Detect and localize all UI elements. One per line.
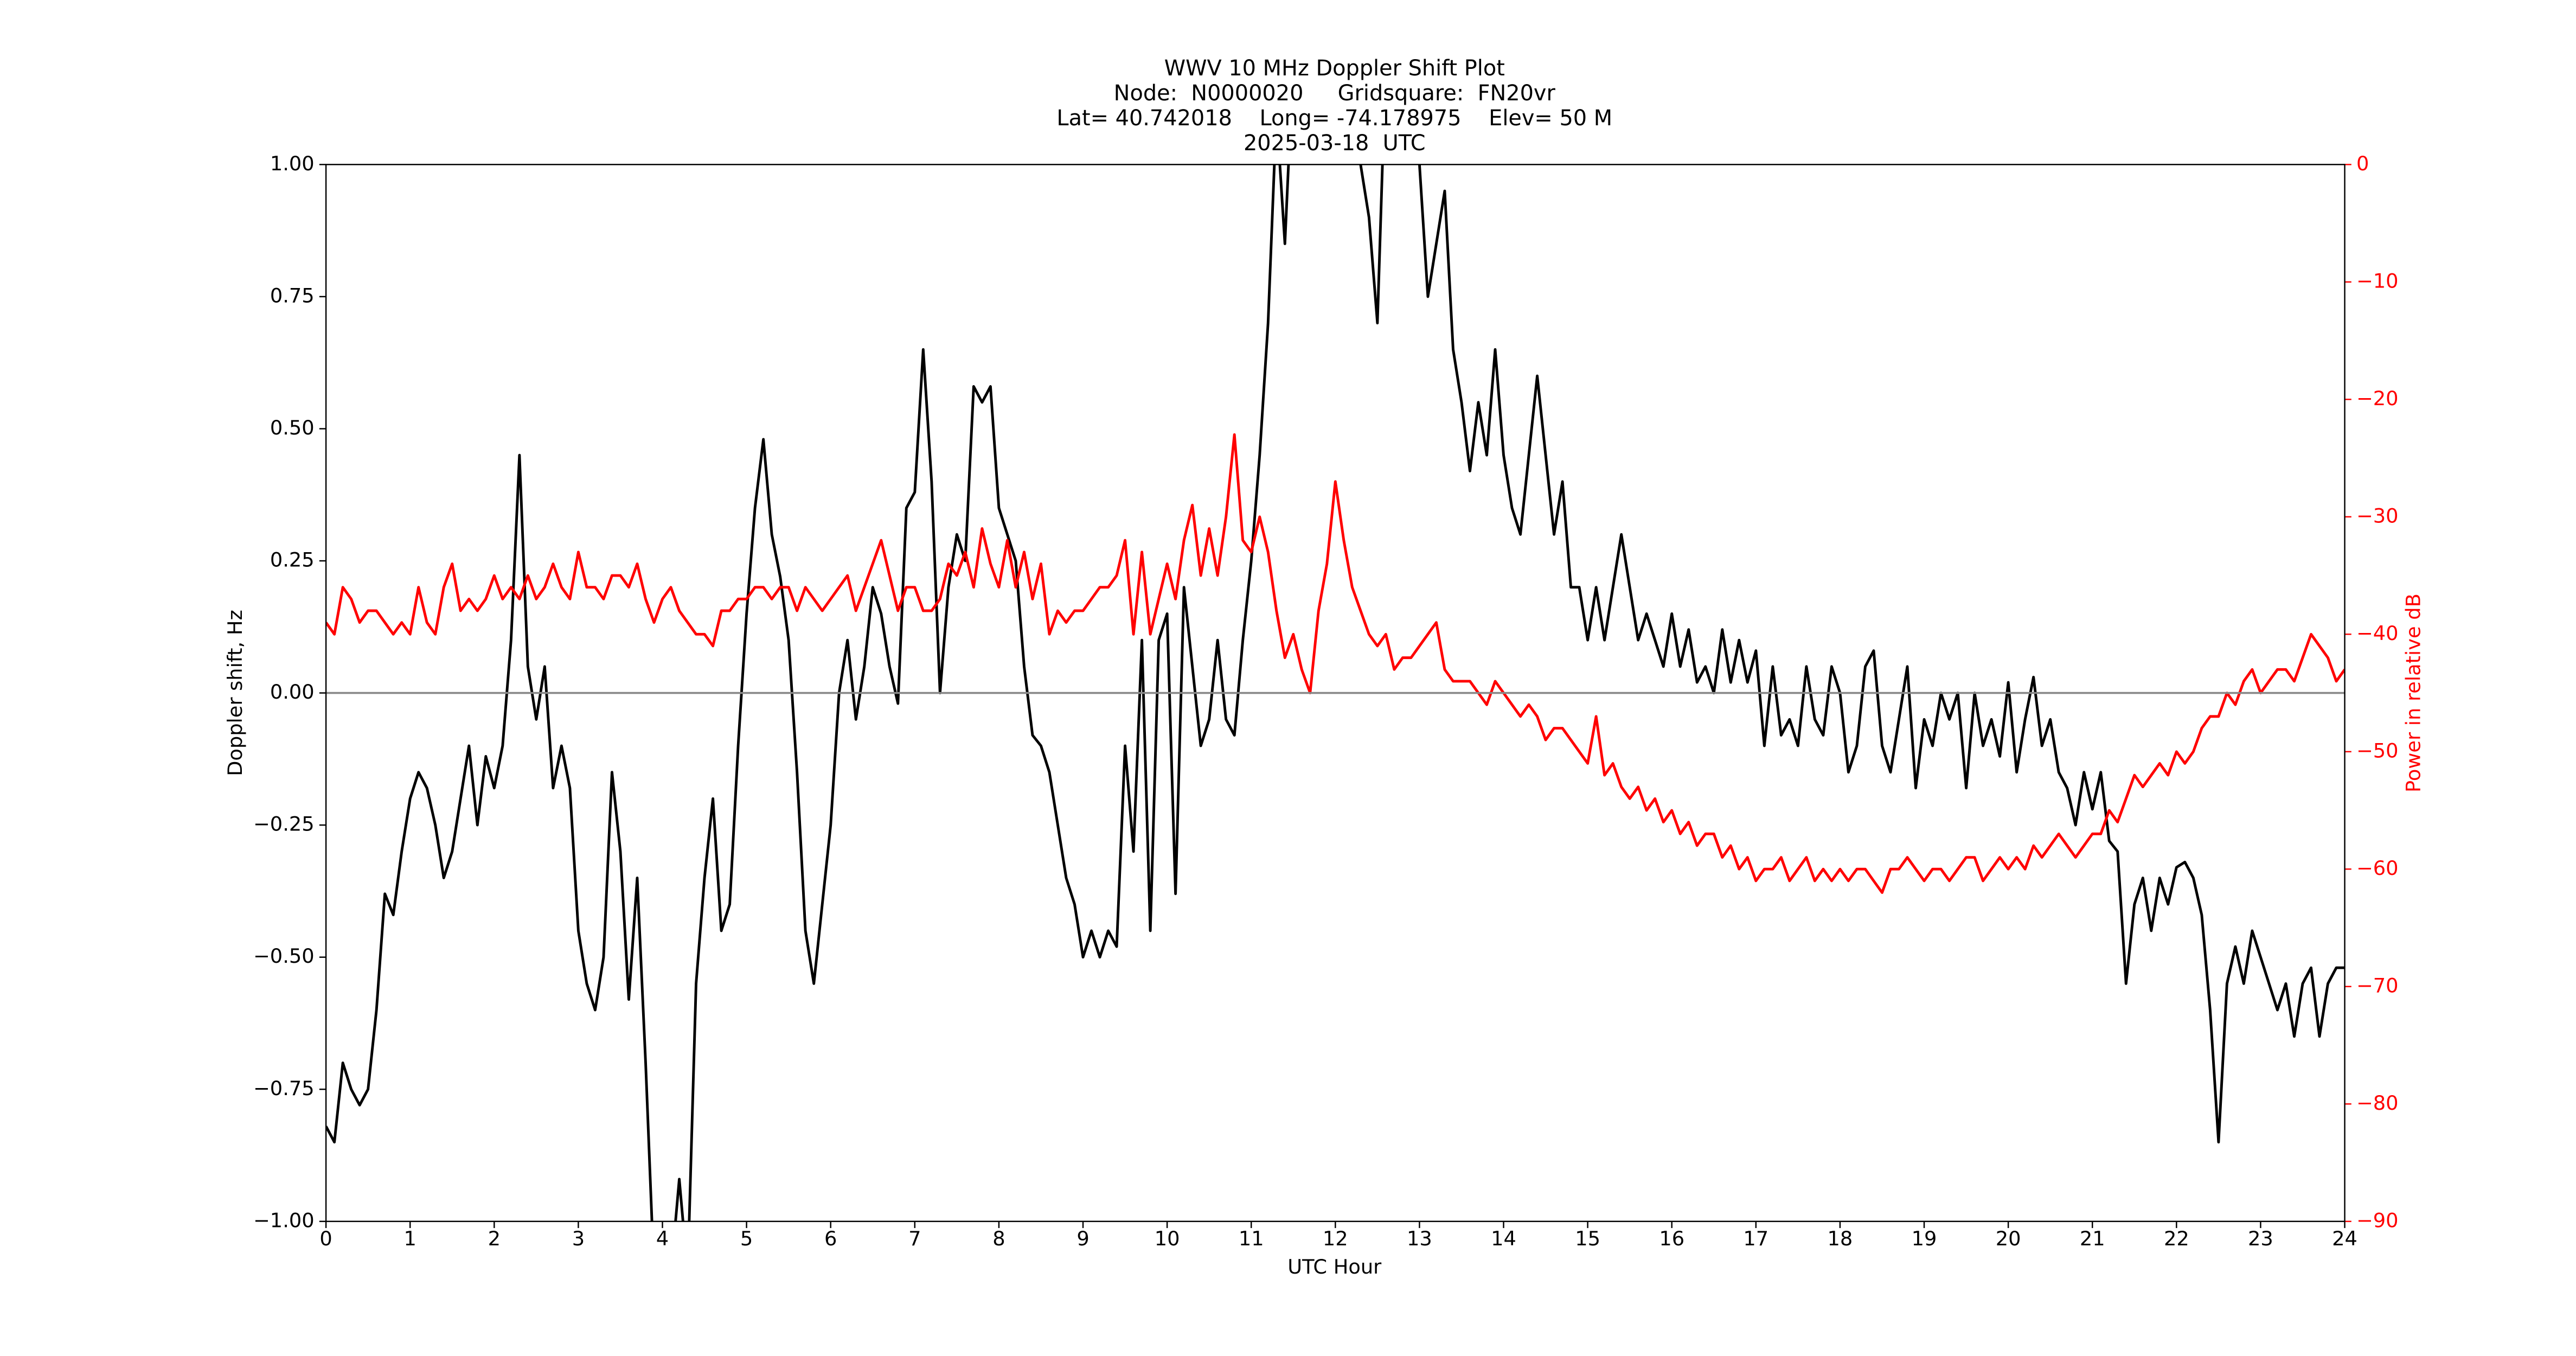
y-tick-label: −1.00 bbox=[253, 1208, 315, 1232]
series-line bbox=[326, 164, 2345, 1221]
x-tick-label: 20 bbox=[1996, 1227, 2021, 1250]
y2-axis-label: Power in relative dB bbox=[2402, 593, 2425, 792]
x-tick-label: 0 bbox=[319, 1227, 332, 1250]
x-tick-label: 10 bbox=[1155, 1227, 1180, 1250]
plot-area bbox=[326, 164, 2345, 1221]
x-tick-label: 19 bbox=[1912, 1227, 1937, 1250]
x-tick-label: 1 bbox=[404, 1227, 416, 1250]
plot-frame bbox=[325, 164, 2346, 1223]
x-axis-label: UTC Hour bbox=[1287, 1255, 1382, 1278]
chart-title: WWV 10 MHz Doppler Shift Plot bbox=[1164, 56, 1505, 81]
x-tick-label: 5 bbox=[740, 1227, 753, 1250]
x-tick-label: 3 bbox=[572, 1227, 585, 1250]
y2-tick-label: −10 bbox=[2356, 269, 2399, 292]
x-tick-label: 15 bbox=[1575, 1227, 1600, 1250]
y-tick-label: 0.75 bbox=[270, 284, 315, 307]
y2-tick-label: −20 bbox=[2356, 387, 2399, 410]
y2-tick-label: −30 bbox=[2356, 504, 2399, 527]
y-axis-label: Doppler shift, Hz bbox=[223, 610, 247, 776]
y2-tick-label: 0 bbox=[2356, 152, 2369, 175]
y2-tick-label: −80 bbox=[2356, 1091, 2399, 1115]
y2-tick-label: −40 bbox=[2356, 622, 2399, 645]
x-tick-label: 23 bbox=[2248, 1227, 2273, 1250]
y-tick-label: −0.50 bbox=[253, 944, 315, 968]
x-tick-label: 22 bbox=[2164, 1227, 2189, 1250]
chart-subtitle: 2025-03-18 UTC bbox=[1244, 131, 1426, 156]
x-tick-label: 14 bbox=[1491, 1227, 1516, 1250]
y-tick-label: −0.75 bbox=[253, 1077, 315, 1100]
x-tick-label: 13 bbox=[1407, 1227, 1432, 1250]
x-tick-label: 4 bbox=[656, 1227, 669, 1250]
x-tick-label: 21 bbox=[2080, 1227, 2105, 1250]
y2-tick-label: −50 bbox=[2356, 739, 2399, 762]
x-tick-label: 17 bbox=[1743, 1227, 1768, 1250]
chart-subtitle: Lat= 40.742018 Long= -74.178975 Elev= 50… bbox=[1056, 106, 1612, 131]
x-tick-label: 6 bbox=[824, 1227, 837, 1250]
x-tick-label: 2 bbox=[488, 1227, 501, 1250]
y-tick-label: 0.00 bbox=[270, 680, 315, 703]
x-tick-label: 24 bbox=[2332, 1227, 2357, 1250]
series-line bbox=[326, 433, 2345, 894]
chart-subtitle: Node: N0000020 Gridsquare: FN20vr bbox=[1114, 81, 1556, 106]
x-tick-label: 12 bbox=[1323, 1227, 1348, 1250]
x-tick-label: 11 bbox=[1239, 1227, 1264, 1250]
x-tick-label: 9 bbox=[1076, 1227, 1089, 1250]
y2-tick-label: −60 bbox=[2356, 856, 2399, 880]
y2-tick-label: −90 bbox=[2356, 1208, 2399, 1232]
y-tick-label: 0.50 bbox=[270, 416, 315, 439]
x-tick-label: 18 bbox=[1828, 1227, 1853, 1250]
x-tick-label: 7 bbox=[908, 1227, 921, 1250]
y-tick-label: 0.25 bbox=[270, 548, 315, 572]
y-tick-label: 1.00 bbox=[270, 152, 315, 175]
y2-tick-label: −70 bbox=[2356, 974, 2399, 997]
x-tick-label: 16 bbox=[1659, 1227, 1684, 1250]
y-tick-label: −0.25 bbox=[253, 813, 315, 836]
x-tick-label: 8 bbox=[992, 1227, 1005, 1250]
